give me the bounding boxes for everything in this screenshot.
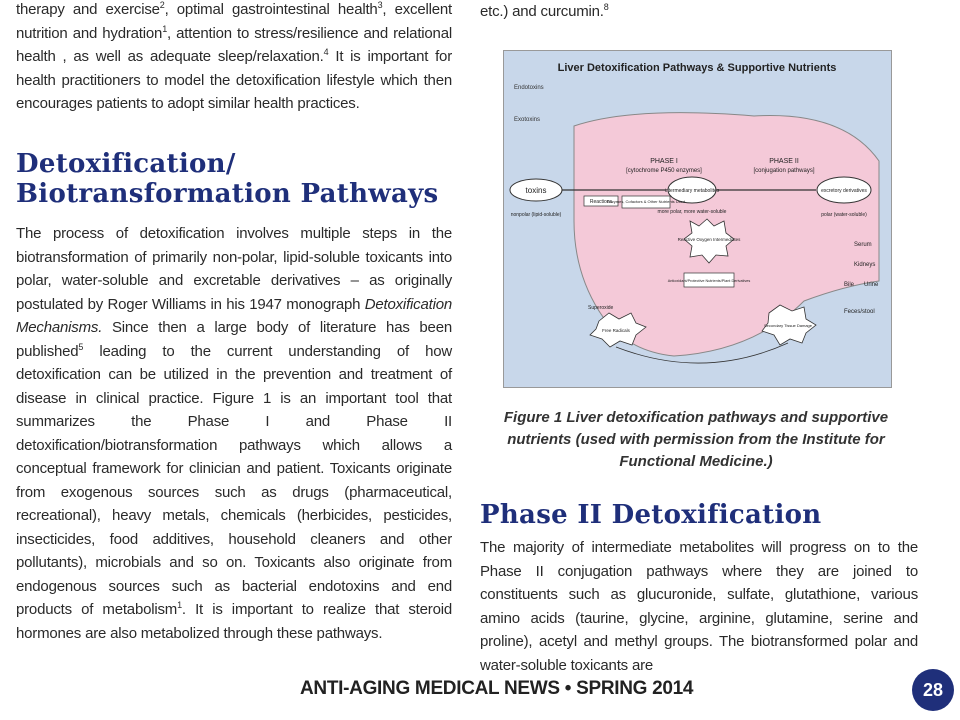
section-heading-detox: Detoxification/ Biotransformation Pathwa…: [16, 149, 452, 209]
phase2-paragraph: The majority of intermediate metabolites…: [480, 536, 918, 677]
intro-paragraph: therapy and exercise2, optimal gastroint…: [16, 0, 452, 116]
label-antioxidant: Antioxidant/Protective Nutrients/Plant D…: [668, 279, 751, 283]
label-endotoxins: Endotoxins: [514, 85, 544, 91]
label-ros: Reactive Oxygen Intermediates: [678, 237, 742, 242]
italic-text: Detoxification Mechanisms.: [16, 295, 452, 337]
text-run: , excellent nutrition and hydration: [16, 1, 452, 42]
label-reactions: Reactions: [590, 199, 613, 205]
damage-curve: [615, 342, 789, 364]
figure-title: Liver Detoxification Pathways & Supporti…: [558, 62, 837, 74]
footnote-ref: 3: [377, 0, 383, 10]
publication-footer: ANTI-AGING MEDICAL NEWS • SPRING 2014: [300, 678, 694, 699]
footnote-ref: 5: [78, 341, 84, 352]
text-run: The process of detoxification involves m…: [16, 225, 452, 313]
label-secondary: Secondary Tissue Damage: [764, 323, 813, 328]
label-phase2: PHASE II: [769, 158, 799, 165]
section-heading-phase2: Phase II Detoxification: [480, 500, 822, 530]
label-urine: Urine: [864, 282, 879, 288]
figure-caption: Figure 1 Liver detoxification pathways a…: [503, 409, 889, 470]
excretory-oval: [816, 176, 872, 204]
liver-pathways-figure: Liver Detoxification Pathways & Supporti…: [503, 50, 892, 388]
label-kidneys: Kidneys: [854, 262, 875, 268]
label-enzymes: Enzymes, Cofactors & Other Nutrients Use…: [607, 199, 685, 204]
text-run: The majority of intermediate metabolites…: [480, 539, 918, 674]
label-free-radicals: Free Radicals: [602, 328, 631, 333]
label-exotoxins: Exotoxins: [514, 117, 540, 123]
ros-burst: [683, 218, 735, 264]
text-run: Since then a large body of literature ha…: [16, 319, 452, 360]
footnote-ref: 1: [177, 600, 182, 610]
footnote-ref: 4: [323, 47, 329, 57]
label-toxins: toxins: [526, 186, 547, 195]
enzymes-box: [621, 195, 671, 209]
text-run: leading to the current understanding of …: [16, 342, 452, 619]
continued-paragraph: etc.) and curcumin.8: [480, 0, 920, 24]
text-run: etc.) and curcumin.: [480, 3, 604, 20]
heading-line-1: Detoxification/: [16, 149, 236, 179]
reactions-box: [583, 195, 619, 207]
label-nonpolar: nonpolar (lipid-soluble): [511, 212, 562, 218]
label-phase2-sub: [conjugation pathways]: [753, 168, 814, 174]
heading-line-2: Biotransformation Pathways: [16, 179, 439, 209]
label-polar: polar (water-soluble): [821, 212, 867, 218]
footnote-ref: 2: [159, 0, 165, 10]
text-run: , attention to stress/resilience and rel…: [16, 24, 452, 66]
label-intermediary: intermediary metabolites: [665, 188, 720, 194]
secondary-damage-burst: [761, 304, 817, 346]
detox-paragraph: The process of detoxification involves m…: [16, 222, 452, 645]
label-excretory: excretory derivatives: [821, 188, 867, 194]
text-run: It is important for health practitioners…: [16, 48, 452, 112]
label-superoxide: Superoxide: [588, 305, 614, 311]
label-phase1: PHASE I: [650, 158, 678, 165]
label-phase1-sub: [cytochrome P450 enzymes]: [626, 168, 702, 174]
figure-diagram: Liver Detoxification Pathways & Supporti…: [504, 51, 891, 387]
page-number-badge: 28: [912, 669, 954, 711]
footnote-ref: 1: [162, 23, 167, 34]
antioxidant-box: [683, 272, 735, 288]
free-radicals-burst: [589, 312, 647, 348]
label-bile: Bile: [844, 282, 855, 288]
footnote-ref: 8: [603, 2, 609, 12]
text-run: , optimal gastrointestinal health: [164, 1, 378, 18]
label-feces: Feces/stool: [844, 309, 875, 315]
label-serum: Serum: [854, 242, 872, 248]
text-run: . It is important to realize that steroi…: [16, 601, 453, 642]
label-more-polar: more polar, more water-soluble: [658, 209, 727, 215]
text-run: therapy and exercise: [16, 1, 160, 18]
